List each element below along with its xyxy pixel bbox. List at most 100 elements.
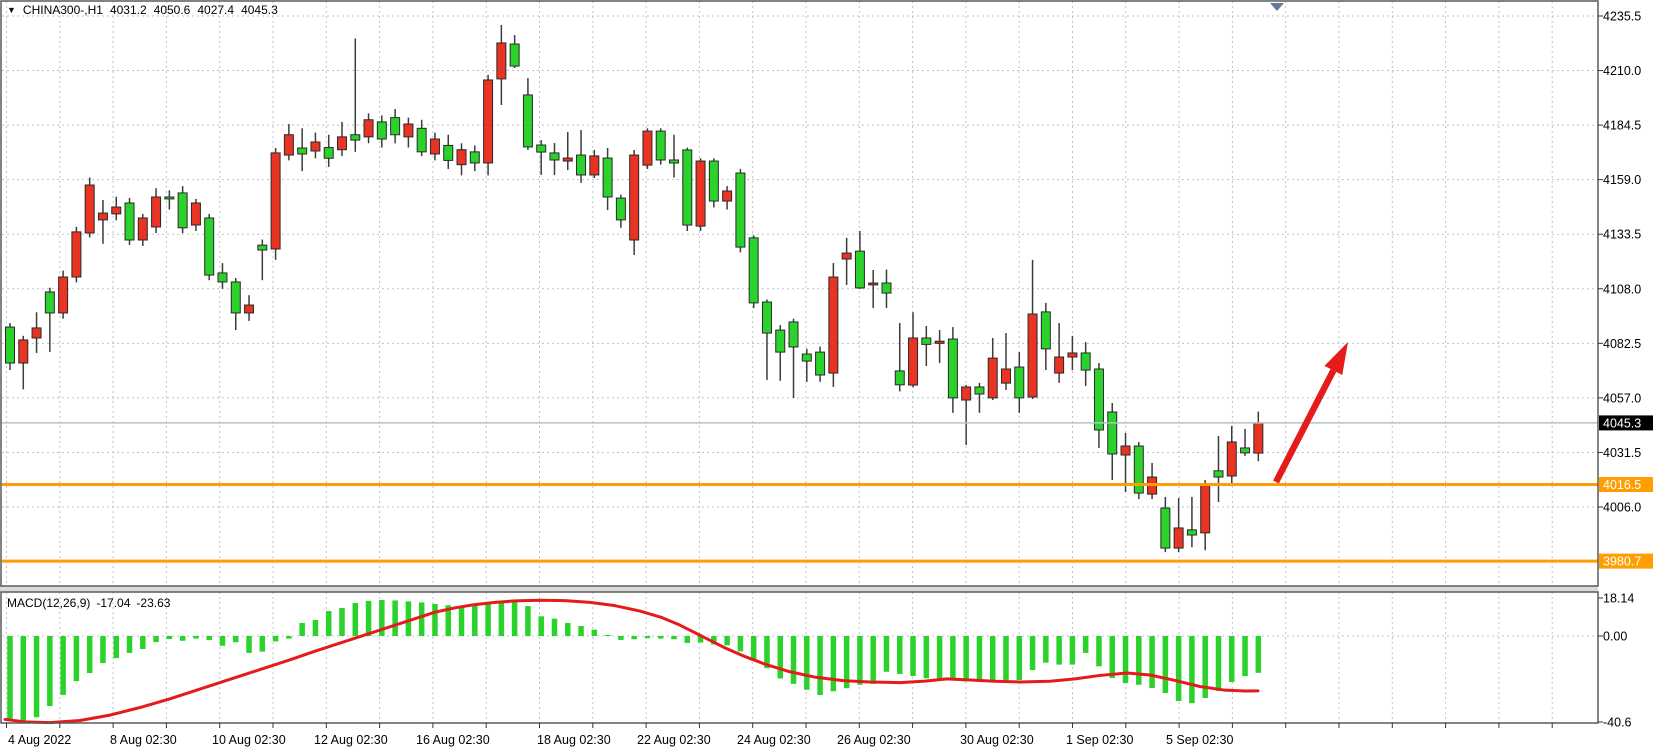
svg-text:3980.7: 3980.7 bbox=[1603, 555, 1641, 569]
candle bbox=[947, 327, 958, 413]
candle bbox=[323, 134, 334, 167]
candle bbox=[483, 74, 494, 176]
candle bbox=[522, 78, 533, 150]
candle bbox=[31, 312, 42, 353]
candle bbox=[881, 269, 892, 309]
candle bbox=[1160, 496, 1171, 553]
candle bbox=[337, 121, 347, 157]
candle bbox=[257, 239, 268, 281]
candle bbox=[961, 385, 972, 445]
macd-axis[interactable]: 18.14 0.00 -40.6 bbox=[1598, 592, 1634, 730]
candle bbox=[97, 199, 108, 244]
candle bbox=[655, 128, 666, 165]
candle bbox=[44, 287, 55, 352]
macd-signal-value: -23.63 bbox=[136, 596, 171, 610]
candle bbox=[695, 158, 706, 232]
svg-text:4159.0: 4159.0 bbox=[1603, 173, 1641, 187]
candle bbox=[1186, 496, 1197, 548]
candle bbox=[854, 231, 865, 289]
candle bbox=[974, 382, 985, 413]
candle bbox=[562, 131, 573, 171]
candle bbox=[1240, 428, 1251, 456]
symbol-dropdown-icon[interactable]: ▼ bbox=[7, 5, 16, 15]
price-axis[interactable]: 4235.5 4210.0 4184.5 4159.0 4133.5 4108.0 4082… bbox=[1598, 10, 1653, 569]
candle bbox=[841, 237, 852, 285]
candle bbox=[735, 168, 746, 253]
candle bbox=[84, 177, 95, 238]
main-panel-border bbox=[0, 0, 1599, 587]
svg-text:4031.5: 4031.5 bbox=[1603, 446, 1641, 460]
candle bbox=[1027, 259, 1038, 399]
svg-text:4 Aug 2022: 4 Aug 2022 bbox=[8, 733, 71, 747]
candle bbox=[1173, 498, 1184, 553]
svg-text:24 Aug 02:30: 24 Aug 02:30 bbox=[737, 733, 811, 747]
candle bbox=[536, 140, 547, 175]
candle bbox=[416, 119, 427, 157]
svg-text:1 Sep 02:30: 1 Sep 02:30 bbox=[1066, 733, 1133, 747]
candle bbox=[1001, 333, 1011, 390]
svg-text:4016.5: 4016.5 bbox=[1603, 478, 1641, 492]
candle bbox=[987, 337, 998, 401]
candle bbox=[934, 330, 945, 364]
candle bbox=[894, 323, 905, 392]
candle bbox=[908, 312, 919, 388]
candle bbox=[58, 270, 69, 319]
candle bbox=[722, 186, 733, 210]
symbol-ohlc-readout: ▼ CHINA300-,H1 4031.2 4050.6 4027.4 4045… bbox=[7, 3, 278, 17]
svg-text:4235.5: 4235.5 bbox=[1603, 10, 1641, 24]
trend-arrow-annotation[interactable] bbox=[1273, 342, 1348, 484]
svg-text:0.00: 0.00 bbox=[1603, 630, 1627, 644]
candle bbox=[509, 35, 520, 68]
candle bbox=[390, 109, 401, 144]
chart-shift-marker-icon[interactable] bbox=[1270, 3, 1284, 11]
candle bbox=[18, 335, 29, 390]
candle bbox=[1120, 432, 1131, 493]
panel-separator[interactable] bbox=[0, 585, 1598, 592]
svg-text:4045.3: 4045.3 bbox=[1603, 416, 1641, 430]
candle bbox=[828, 263, 839, 387]
candle bbox=[868, 269, 879, 309]
candle bbox=[5, 323, 15, 371]
candle bbox=[403, 117, 414, 148]
svg-text:26 Aug 02:30: 26 Aug 02:30 bbox=[837, 733, 911, 747]
candle bbox=[549, 143, 560, 175]
candle bbox=[1107, 403, 1118, 481]
candle bbox=[1067, 335, 1078, 371]
current-price-label bbox=[1599, 415, 1653, 431]
candle bbox=[137, 213, 148, 246]
candle bbox=[682, 147, 693, 232]
candle bbox=[469, 145, 480, 172]
macd-panel-border bbox=[0, 591, 1599, 724]
candle bbox=[1054, 323, 1065, 383]
time-axis[interactable]: 4 Aug 2022 8 Aug 02:30 10 Aug 02:30 12 Aug … bbox=[6, 723, 1553, 747]
candle bbox=[283, 124, 294, 161]
candle bbox=[788, 318, 799, 398]
candle bbox=[177, 186, 188, 234]
svg-text:4057.0: 4057.0 bbox=[1603, 391, 1641, 405]
candle bbox=[164, 190, 175, 210]
svg-text:5 Sep 02:30: 5 Sep 02:30 bbox=[1166, 733, 1233, 747]
macd-main-value: -17.04 bbox=[96, 596, 131, 610]
svg-text:4006.0: 4006.0 bbox=[1603, 500, 1641, 514]
svg-text:18 Aug 02:30: 18 Aug 02:30 bbox=[537, 733, 611, 747]
candle bbox=[921, 325, 932, 367]
candle bbox=[761, 299, 772, 380]
candle bbox=[815, 346, 826, 382]
candle bbox=[1080, 342, 1091, 386]
candle bbox=[629, 149, 640, 255]
candle bbox=[310, 132, 321, 159]
candle bbox=[217, 263, 228, 289]
candle bbox=[190, 198, 201, 232]
candle bbox=[124, 197, 135, 245]
candle bbox=[1226, 425, 1237, 484]
candle bbox=[748, 235, 759, 309]
svg-text:4133.5: 4133.5 bbox=[1603, 228, 1641, 242]
candle bbox=[270, 148, 281, 260]
svg-text:-40.6: -40.6 bbox=[1603, 716, 1632, 730]
candle bbox=[376, 115, 387, 148]
candle bbox=[429, 132, 440, 161]
ohlc-high-value: 4050.6 bbox=[153, 3, 191, 17]
candle bbox=[1014, 352, 1025, 413]
